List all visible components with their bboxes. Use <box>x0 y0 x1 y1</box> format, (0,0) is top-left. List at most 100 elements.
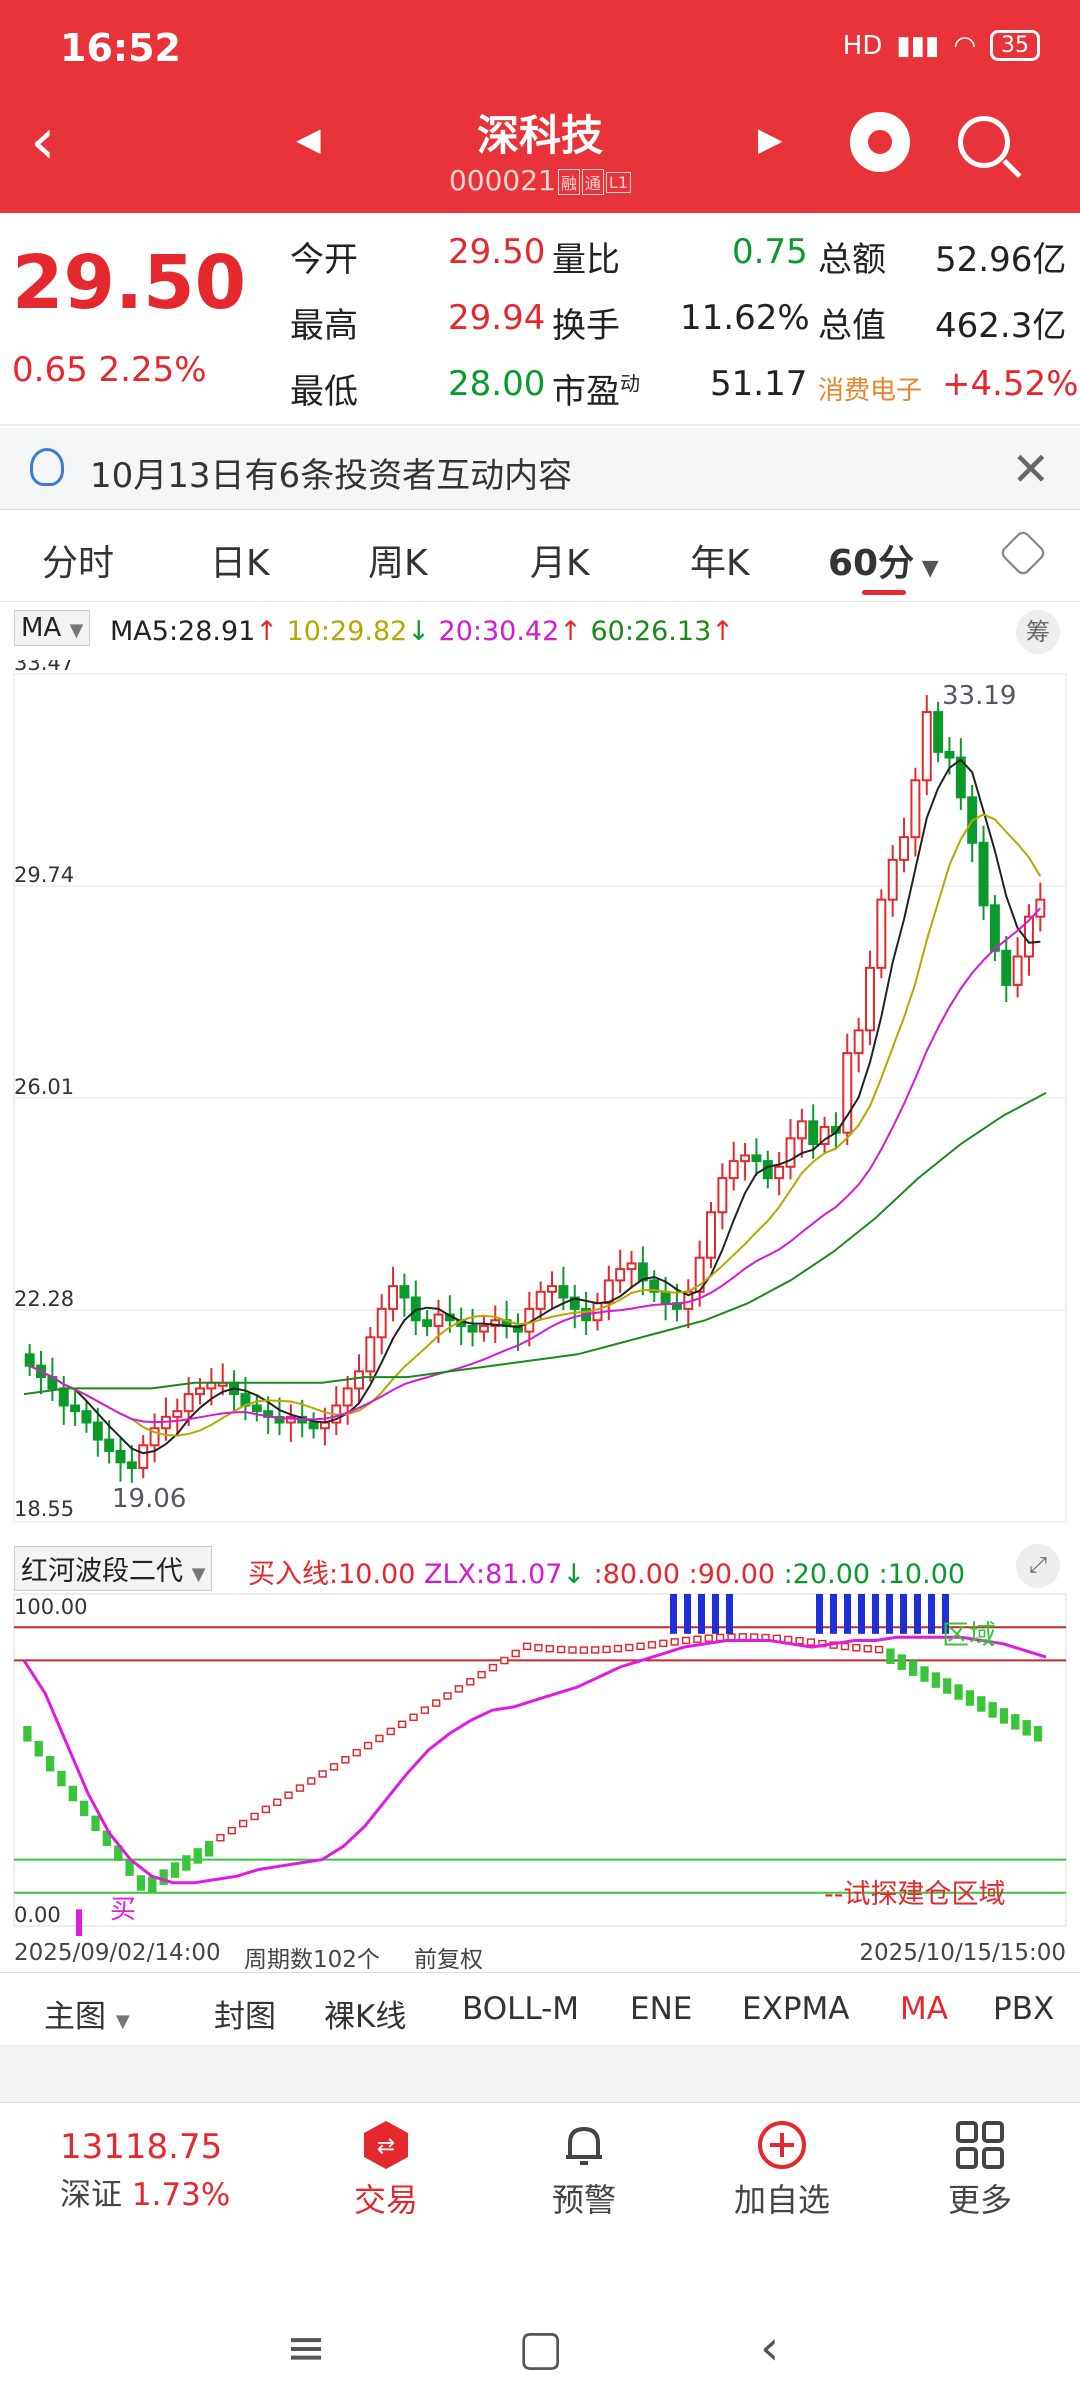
axis-count: 周期数102个 <box>244 1947 380 1973</box>
indicator-bar <box>704 1634 713 1642</box>
indicator-bar <box>545 1644 554 1653</box>
indicator-bar <box>45 1755 55 1772</box>
indicator-bar <box>886 1648 895 1664</box>
tab-yearly[interactable]: 年K <box>690 543 750 584</box>
candle-body <box>24 1353 35 1367</box>
tab-intraday[interactable]: 分时 <box>42 543 115 584</box>
candle-body <box>921 711 932 782</box>
candle-body <box>910 779 921 839</box>
close-icon[interactable]: ✕ <box>1011 442 1050 496</box>
up-arrow-icon: ↑ <box>711 616 734 647</box>
low-value: 28.00 <box>448 364 546 404</box>
ma60-value: 60:26.13 <box>590 616 712 647</box>
signal-bar <box>670 1594 677 1634</box>
search-icon[interactable] <box>958 116 1010 168</box>
ma-selector-label: MA <box>21 613 62 643</box>
toolbar-item-selected[interactable]: MA <box>900 1991 948 2027</box>
indicator-bar <box>250 1812 259 1821</box>
pe-label: 市盈动 <box>552 364 640 413</box>
main-chart-button[interactable]: 主图 ▼ <box>44 1991 130 2036</box>
candle-body <box>1012 955 1023 986</box>
kline-chart[interactable]: 33.47 29.74 26.01 22.28 18.55 33.19 19.06 <box>0 660 1080 1540</box>
stock-code-line: 000021 融通 L1 <box>0 164 1080 197</box>
candle-body <box>126 1461 137 1470</box>
toolbar-item[interactable]: 封图 <box>214 1999 276 2035</box>
trade-label: 交易 <box>353 2181 418 2219</box>
indicator-bar <box>307 1777 316 1785</box>
indicator-bar <box>840 1642 850 1651</box>
indicator-selector[interactable]: 红河波段二代 ▼ <box>14 1546 213 1591</box>
open-value: 29.50 <box>448 232 546 272</box>
chip-distribution-button[interactable]: 筹 <box>1016 610 1060 654</box>
more-button[interactable]: 更多 <box>890 2111 1070 2221</box>
ma60-line <box>23 1092 1047 1396</box>
zlx-value: ZLX:81.07 <box>424 1559 563 1590</box>
trade-button[interactable]: ⇄ 交易 <box>296 2111 476 2221</box>
candle-body <box>751 1154 762 1163</box>
chevron-down-icon: ▼ <box>69 620 84 641</box>
prev-stock-icon[interactable]: ◀ <box>296 120 321 158</box>
indicator-bar <box>125 1860 134 1876</box>
expand-icon[interactable]: ⤢ <box>1016 1544 1060 1588</box>
candle-body <box>478 1324 489 1333</box>
candle-body <box>308 1421 319 1430</box>
y-tick-label: 29.74 <box>14 863 74 887</box>
notice-bar[interactable]: 10月13日有6条投资者互动内容 ✕ <box>0 428 1080 510</box>
back-icon[interactable]: ‹ <box>30 105 56 179</box>
low-label: 最低 <box>290 372 358 412</box>
ma20-line <box>29 907 1042 1424</box>
indicator-bar <box>931 1672 941 1688</box>
indicator-bar <box>920 1666 929 1682</box>
signal-bar <box>830 1594 837 1634</box>
indicator-bar <box>568 1646 577 1654</box>
candle-body <box>728 1160 739 1180</box>
indicator-bar <box>954 1684 963 1700</box>
current-price: 29.50 <box>12 240 247 326</box>
signal-bar <box>726 1594 733 1634</box>
network-label: HD <box>842 30 883 61</box>
candle-body <box>1035 898 1046 918</box>
index-line: 深证 1.73% <box>60 2169 230 2214</box>
section-divider <box>0 2046 1080 2102</box>
settings-hexagon-icon[interactable] <box>998 528 1048 578</box>
menu-icon[interactable]: ≡ <box>286 2320 327 2376</box>
index-value[interactable]: 13118.75 <box>60 2127 223 2167</box>
indicator-chart[interactable]: 100.00 0.00 买 --试探建仓区域 区域 <box>0 1586 1080 1936</box>
toolbar-item[interactable]: EXPMA <box>742 1991 850 2027</box>
ma-selector[interactable]: MA ▼ <box>14 610 91 646</box>
sector-change: +4.52% <box>942 364 1079 404</box>
tab-weekly[interactable]: 周K <box>368 543 428 584</box>
ma10-line <box>29 813 1042 1437</box>
tab-daily[interactable]: 日K <box>210 543 270 584</box>
indicator-bar <box>602 1645 611 1654</box>
indicator-bar <box>715 1633 725 1642</box>
warning-zone-label: 区域 <box>942 1620 996 1651</box>
home-icon[interactable]: ▢ <box>518 2320 564 2376</box>
toolbar-item[interactable]: ENE <box>630 1991 693 2027</box>
tab-60min[interactable]: 60分 ▼ <box>828 534 939 586</box>
next-stock-icon[interactable]: ▶ <box>758 120 783 158</box>
indicator-bar <box>227 1826 236 1835</box>
indicator-legend-row: 红河波段二代 ▼ 买入线:10.00 ZLX:81.07↓ :80.00 :90… <box>0 1540 1080 1591</box>
indicator-bar <box>591 1646 600 1654</box>
grid-icon <box>956 2121 1004 2169</box>
toolbar-item[interactable]: 裸K线 <box>324 1999 407 2035</box>
tab-monthly[interactable]: 月K <box>530 543 590 584</box>
add-watchlist-button[interactable]: 加自选 <box>692 2111 872 2221</box>
pe-value: 51.17 <box>710 364 808 404</box>
indicator-bar <box>1011 1714 1020 1730</box>
level-tag: L1 <box>605 171 631 193</box>
back-nav-icon[interactable]: ‹ <box>760 2320 780 2376</box>
indicator-bar <box>534 1643 543 1652</box>
high-annotation: 33.19 <box>942 681 1016 711</box>
alert-button[interactable]: 预警 <box>494 2111 674 2221</box>
toolbar-item[interactable]: PBX <box>993 1991 1055 2027</box>
pe-label-text: 市盈 <box>552 372 620 412</box>
toolbar-item[interactable]: BOLL-M <box>462 1991 580 2027</box>
indicator-bar <box>284 1791 293 1799</box>
indicator-bar <box>852 1643 861 1652</box>
assistant-mascot-icon[interactable] <box>850 112 910 172</box>
candle-body <box>717 1177 728 1214</box>
ma-legend-row: MA ▼ MA5:28.91↑ 10:29.82↓ 20:30.42↑ 60:2… <box>0 604 1080 664</box>
sector-link[interactable]: 消费电子 <box>818 376 923 406</box>
